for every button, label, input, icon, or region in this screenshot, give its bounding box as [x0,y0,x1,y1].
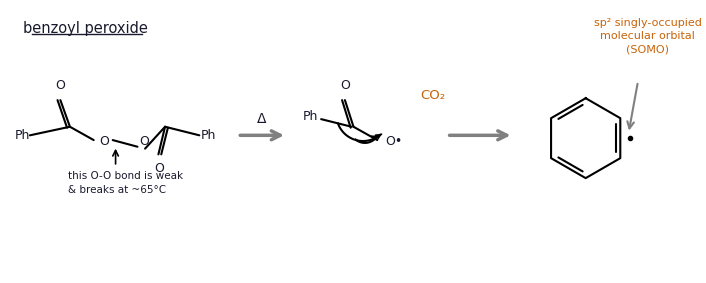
Text: O•: O• [385,136,402,149]
Text: Ph: Ph [15,129,30,142]
Text: O: O [100,136,109,149]
Text: O: O [139,136,149,149]
Text: O: O [56,80,66,93]
Text: Δ: Δ [258,112,267,126]
Text: sp² singly-occupied
molecular orbital
(SOMO): sp² singly-occupied molecular orbital (S… [594,18,702,54]
Text: CO₂: CO₂ [420,89,445,102]
Text: Ph: Ph [201,129,217,142]
Text: this O-O bond is weak
& breaks at ~65°C: this O-O bond is weak & breaks at ~65°C [68,171,183,195]
Text: benzoyl peroxide: benzoyl peroxide [23,21,148,36]
Text: O: O [340,80,350,93]
Text: O: O [155,162,164,175]
Text: Ph: Ph [303,110,318,123]
